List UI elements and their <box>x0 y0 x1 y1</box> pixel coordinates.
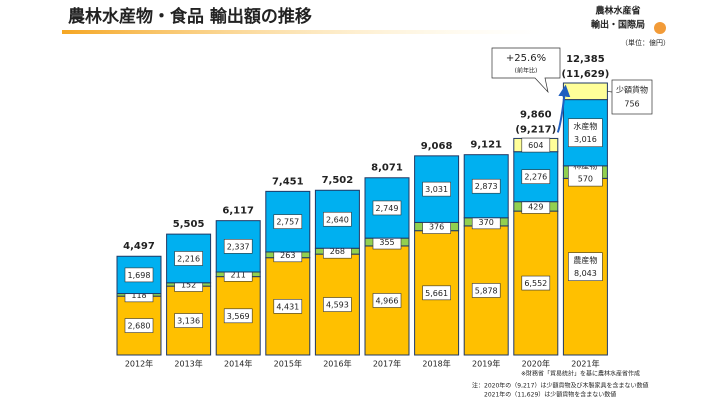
x-tick-label: 2021年 <box>571 359 599 369</box>
data-label: 570 <box>578 175 593 184</box>
label-box <box>223 239 253 254</box>
label-box <box>174 313 203 328</box>
bar-segment <box>414 155 460 223</box>
label-box <box>521 275 551 291</box>
label-box <box>174 251 203 266</box>
label-box <box>223 308 253 324</box>
data-label: 152 <box>181 280 196 289</box>
data-label: 1,698 <box>128 271 151 280</box>
data-label: 2,216 <box>177 254 200 263</box>
total-label: 8,071 <box>371 163 403 174</box>
label-box <box>124 318 154 333</box>
label-box <box>422 181 451 197</box>
data-label: 2,680 <box>128 322 151 331</box>
data-label: 2,749 <box>376 204 399 213</box>
series-name: 少額貨物 <box>616 85 648 95</box>
data-label: 3,136 <box>177 317 200 326</box>
growth-note: (前年比) <box>515 67 538 75</box>
label-box <box>568 252 603 281</box>
data-label: 376 <box>429 223 444 232</box>
x-tick-label: 2015年 <box>274 359 302 369</box>
label-box <box>273 299 303 314</box>
data-label: 118 <box>131 291 146 300</box>
bar-segment <box>562 82 608 101</box>
data-label: 2,640 <box>326 215 349 224</box>
label-box <box>323 211 352 227</box>
data-label: 211 <box>231 270 246 279</box>
title-rule <box>62 30 542 34</box>
total-label: 7,502 <box>322 175 354 186</box>
label-box <box>372 200 402 216</box>
data-label: 3,016 <box>574 135 597 144</box>
label-box <box>124 267 154 283</box>
x-tick-label: 2019年 <box>472 359 500 369</box>
data-label: 756 <box>624 100 639 109</box>
data-label: 5,661 <box>425 289 448 298</box>
data-label: 2,337 <box>227 242 250 251</box>
x-tick-label: 2020年 <box>522 359 550 369</box>
label-box <box>273 214 303 229</box>
logo-mark <box>654 22 666 34</box>
x-tick-label: 2018年 <box>422 359 450 369</box>
data-label: 5,878 <box>475 286 498 295</box>
note: 注：2020年の（9,217）は少額貨物及び木製家具を含まない数値 <box>472 382 648 390</box>
total-label: 6,117 <box>222 206 254 217</box>
data-label: 2,873 <box>475 182 498 191</box>
x-tick-label: 2013年 <box>174 359 202 369</box>
data-label: 4,593 <box>326 301 349 310</box>
data-label: 2,757 <box>276 218 299 227</box>
subtotal-label: (9,217) <box>515 124 556 135</box>
series-name: 水産物 <box>573 121 597 131</box>
x-tick-label: 2017年 <box>373 359 401 369</box>
org-name: 農林水産省 <box>595 5 640 17</box>
bar-segment <box>314 189 360 249</box>
data-label: 429 <box>528 202 543 211</box>
data-label: 268 <box>330 247 345 256</box>
label-box <box>422 285 451 301</box>
growth-arrow <box>556 84 571 133</box>
note: 2021年の（11,629）は少額貨物を含まない数値 <box>484 391 616 399</box>
data-label: 6,552 <box>524 279 547 288</box>
data-label: 355 <box>379 238 394 247</box>
x-tick-label: 2014年 <box>224 359 252 369</box>
total-label: 4,497 <box>123 241 155 252</box>
data-label: 370 <box>479 218 494 227</box>
series-name: 農産物 <box>573 255 597 265</box>
growth-box <box>491 47 561 94</box>
growth-label: +25.6% <box>506 53 546 64</box>
data-label: 3,031 <box>425 185 448 194</box>
label-box <box>372 293 402 308</box>
callout-line <box>607 90 613 93</box>
total-label: 5,505 <box>173 219 205 230</box>
total-label: 9,860 <box>520 109 552 120</box>
source: ※財務省「貿易統計」を基に農林水産省作成 <box>521 370 640 378</box>
data-label: 3,569 <box>227 312 250 321</box>
label-box <box>521 169 551 184</box>
x-tick-label: 2016年 <box>323 359 351 369</box>
label-box <box>521 137 551 153</box>
data-label: 4,431 <box>276 302 299 311</box>
callout-box <box>611 79 653 115</box>
data-label: 604 <box>528 141 543 150</box>
label-box <box>471 178 501 194</box>
data-label: 2,276 <box>524 173 547 182</box>
subtotal-label: (11,629) <box>562 69 610 80</box>
total-label: 9,121 <box>470 140 502 151</box>
data-label: 4,966 <box>376 296 399 305</box>
total-label: 9,068 <box>421 141 453 152</box>
label-box <box>471 283 501 298</box>
data-label: 8,043 <box>574 269 597 278</box>
unit: （単位：億円） <box>621 38 670 47</box>
org-name: 輸出・国際局 <box>591 19 645 31</box>
data-label: 263 <box>280 251 295 260</box>
total-label: 12,385 <box>566 54 605 65</box>
chart-title: 農林水産物・食品 輸出額の推移 <box>68 6 312 27</box>
label-box <box>568 118 603 148</box>
label-box <box>323 297 352 312</box>
total-label: 7,451 <box>272 176 304 187</box>
x-tick-label: 2012年 <box>125 359 153 369</box>
